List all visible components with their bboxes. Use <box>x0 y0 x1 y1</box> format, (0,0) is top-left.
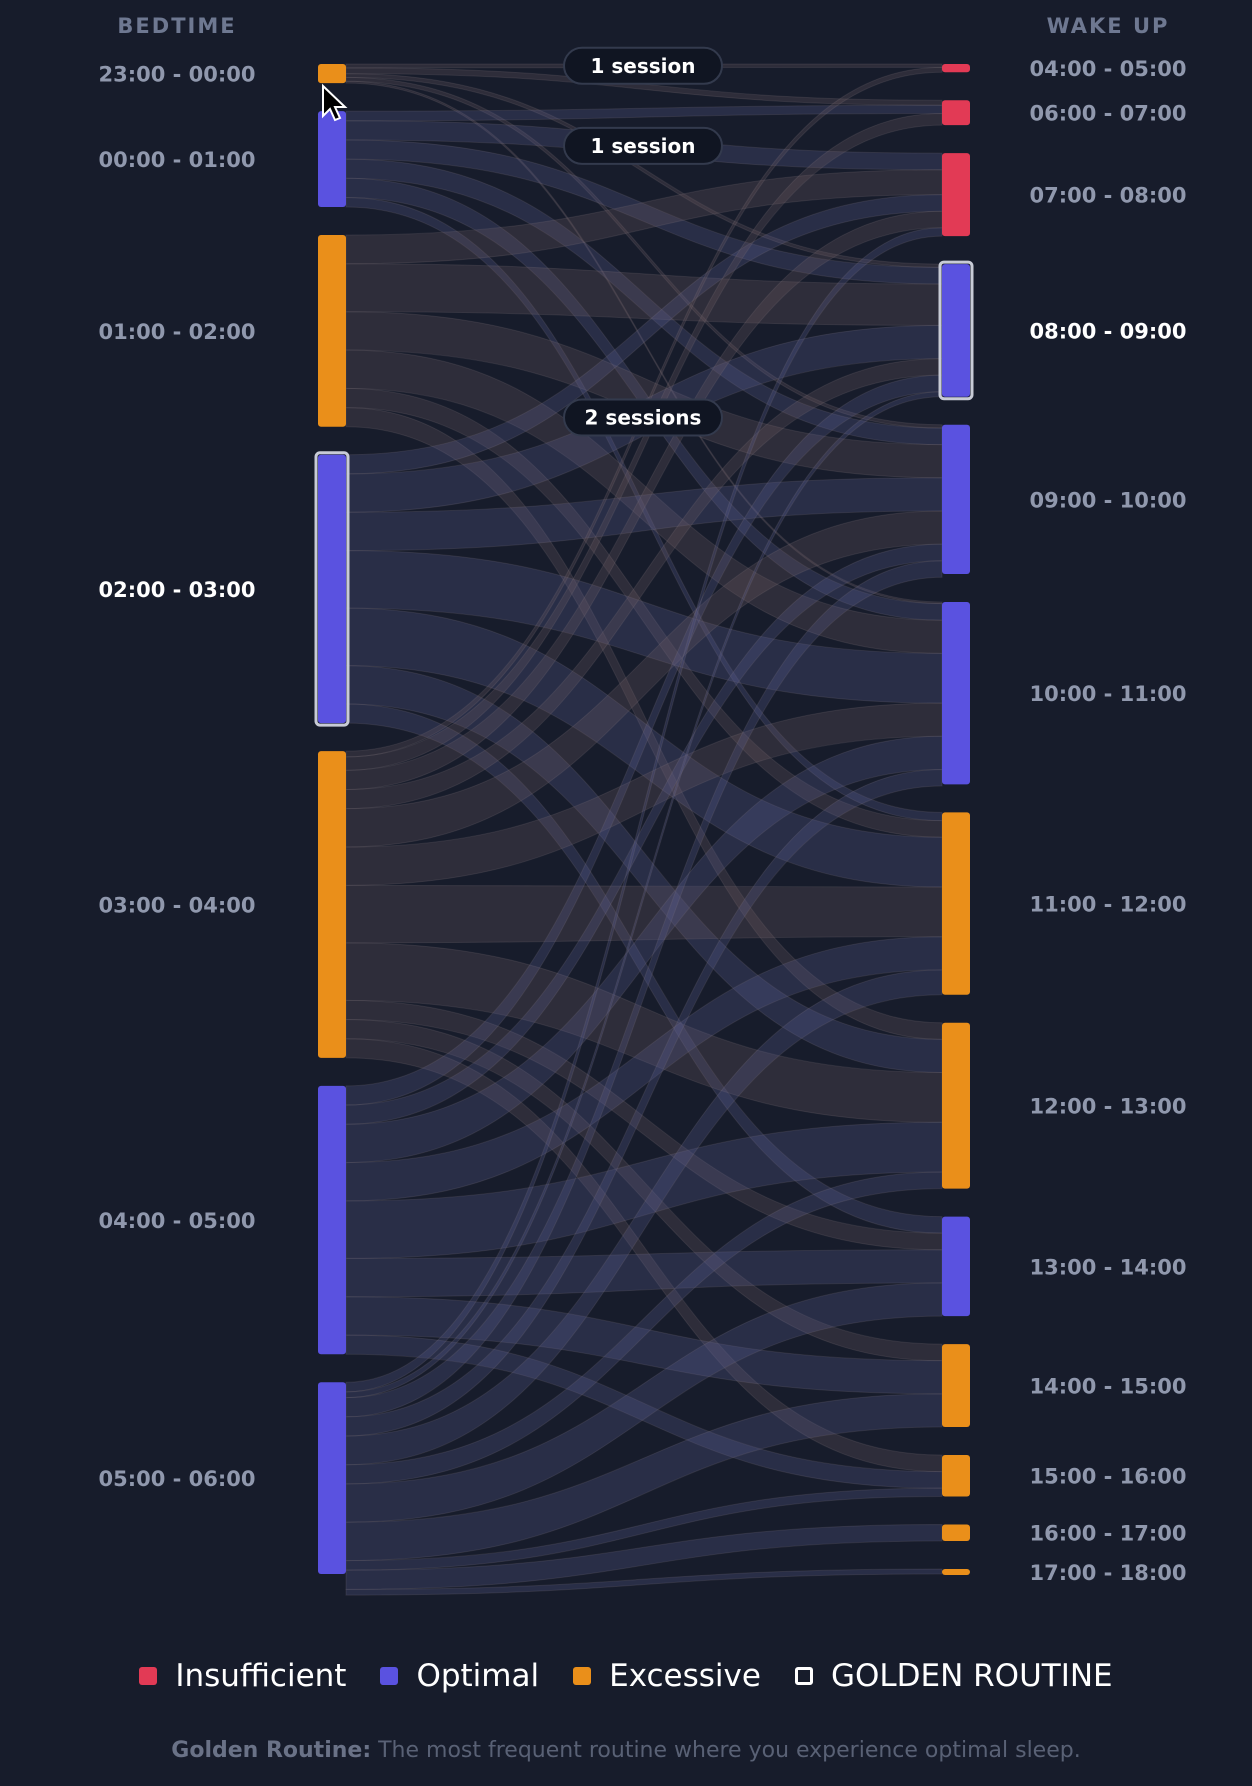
wake-node-insufficient[interactable] <box>942 64 970 73</box>
legend-label: GOLDEN ROUTINE <box>830 1658 1113 1694</box>
link-tooltip-text: 1 session <box>591 54 696 78</box>
legend-swatch-optimal <box>380 1667 399 1685</box>
legend-label: Excessive <box>609 1658 761 1694</box>
bedtime-time-label: 23:00 - 00:00 <box>98 63 255 87</box>
legend-swatch-insufficient <box>139 1667 158 1685</box>
wake-time-label: 11:00 - 12:00 <box>1029 893 1186 917</box>
wake-time-label: 09:00 - 10:00 <box>1029 488 1186 512</box>
wake-node-optimal[interactable] <box>942 424 970 574</box>
bedtime-node-optimal[interactable] <box>318 111 346 208</box>
wake-node-optimal[interactable] <box>942 601 970 785</box>
wake-time-label: 07:00 - 08:00 <box>1029 184 1186 208</box>
wake-time-label: 17:00 - 18:00 <box>1029 1561 1186 1585</box>
wake-time-label: 15:00 - 16:00 <box>1029 1465 1186 1489</box>
link-flow[interactable] <box>345 80 943 605</box>
bedtime-node-optimal[interactable] <box>318 1382 346 1574</box>
wake-time-label: 10:00 - 11:00 <box>1029 682 1186 706</box>
wake-time-label: 08:00 - 09:00 <box>1029 319 1186 343</box>
wake-time-label: 16:00 - 17:00 <box>1029 1522 1186 1546</box>
footnote-title: Golden Routine: <box>171 1738 372 1763</box>
mouse-cursor-icon <box>322 83 348 122</box>
wake-node-excessive[interactable] <box>942 1022 970 1189</box>
link-flow[interactable] <box>345 104 943 122</box>
wake-node-optimal[interactable] <box>942 264 970 397</box>
legend-item-golden-routine[interactable]: GOLDEN ROUTINE <box>794 1658 1113 1694</box>
bedtime-time-label: 03:00 - 04:00 <box>98 894 255 918</box>
bedtime-node-optimal[interactable] <box>318 454 346 724</box>
wake-node-excessive[interactable] <box>942 1344 970 1427</box>
wake-time-label: 04:00 - 05:00 <box>1029 57 1186 81</box>
link-flow[interactable] <box>345 1171 943 1485</box>
legend-item-excessive[interactable]: Excessive <box>573 1658 761 1694</box>
link-flow[interactable] <box>345 1487 943 1571</box>
link-flow[interactable] <box>345 1282 943 1523</box>
wake-column-title: WAKE UP <box>1047 14 1170 38</box>
legend-label: Optimal <box>416 1658 540 1694</box>
footnote: Golden Routine: The most frequent routin… <box>0 1738 1252 1763</box>
legend-label: Insufficient <box>175 1658 347 1694</box>
golden-routine-outline <box>938 260 974 401</box>
tooltips-layer: 1 session 1 session 2 sessions <box>563 46 723 437</box>
link-tooltip-text: 2 sessions <box>585 406 702 430</box>
bedtime-time-label: 01:00 - 02:00 <box>98 320 255 344</box>
wake-time-label: 06:00 - 07:00 <box>1029 102 1186 126</box>
wake-node-insufficient[interactable] <box>942 100 970 126</box>
bedtime-time-label: 04:00 - 05:00 <box>98 1209 255 1233</box>
legend-item-insufficient[interactable]: Insufficient <box>139 1658 346 1694</box>
wake-node-optimal[interactable] <box>942 1216 970 1317</box>
bedtime-time-label: 05:00 - 06:00 <box>98 1467 255 1491</box>
legend: Insufficient Optimal Excessive GOLDEN RO… <box>0 1658 1252 1694</box>
link-flow[interactable] <box>345 227 943 1393</box>
link-tooltip-text: 1 session <box>591 134 696 158</box>
bedtime-node-optimal[interactable] <box>318 1085 346 1355</box>
footnote-text: The most frequent routine where you expe… <box>371 1738 1081 1763</box>
links-layer <box>345 63 943 1596</box>
link-tooltip <box>563 398 723 437</box>
link-flow[interactable] <box>345 1121 943 1259</box>
link-flow[interactable] <box>345 210 943 790</box>
link-tooltip <box>563 126 723 165</box>
bedtime-time-label: 00:00 - 01:00 <box>98 148 255 172</box>
labels-layer: BEDTIME WAKE UP 23:00 - 00:00 00:00 - 01:00… <box>98 14 1186 1585</box>
legend-swatch-excessive <box>573 1667 592 1685</box>
link-flow[interactable] <box>345 560 943 1418</box>
bedtime-node-excessive[interactable] <box>318 235 346 427</box>
link-flow[interactable] <box>345 1568 943 1596</box>
bedtime-node-excessive[interactable] <box>318 64 346 84</box>
wake-node-excessive[interactable] <box>942 812 970 995</box>
link-tooltip <box>563 46 723 85</box>
link-flow[interactable] <box>345 768 943 1437</box>
nodes-layer <box>314 64 974 1576</box>
wake-node-excessive[interactable] <box>942 1524 970 1542</box>
bedtime-node-excessive[interactable] <box>318 751 346 1058</box>
legend-item-optimal[interactable]: Optimal <box>380 1658 539 1694</box>
bedtime-time-label: 02:00 - 03:00 <box>98 578 255 602</box>
wake-time-label: 13:00 - 14:00 <box>1029 1255 1186 1279</box>
bedtime-column-title: BEDTIME <box>117 14 236 38</box>
link-flow[interactable] <box>345 1393 943 1562</box>
sankey-diagram: BEDTIME WAKE UP 23:00 - 00:00 00:00 - 01:00… <box>98 14 1187 1596</box>
link-flow[interactable] <box>345 969 943 1466</box>
wake-time-label: 12:00 - 13:00 <box>1029 1095 1186 1119</box>
link-flow[interactable] <box>345 1523 943 1590</box>
wake-node-excessive[interactable] <box>942 1569 970 1576</box>
legend-swatch-golden-routine <box>794 1667 813 1685</box>
wake-node-insufficient[interactable] <box>942 153 970 237</box>
link-flow[interactable] <box>345 113 943 771</box>
golden-routine-outline <box>314 451 350 727</box>
wake-time-label: 14:00 - 15:00 <box>1029 1375 1186 1399</box>
wake-node-excessive[interactable] <box>942 1454 970 1497</box>
